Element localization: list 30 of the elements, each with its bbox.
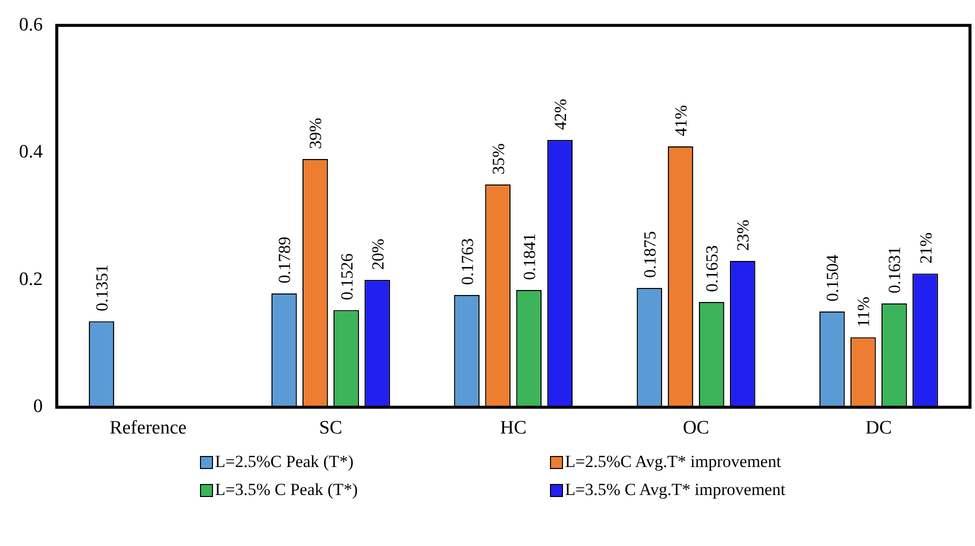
data-label: 35%: [488, 143, 508, 174]
legend-label: L=2.5%C Avg.T* improvement: [565, 452, 782, 472]
data-label: 0.1789: [275, 236, 294, 284]
data-label: 39%: [306, 118, 326, 150]
data-label: 0.1841: [520, 233, 539, 280]
x-tick-label: HC: [500, 418, 527, 439]
data-label: 11%: [854, 296, 874, 328]
y-tick-label: 0.4: [19, 142, 44, 163]
legend-label: L=3.5% C Peak (T*): [215, 480, 358, 500]
y-tick-label: 0: [33, 396, 43, 418]
data-label: 42%: [550, 98, 570, 130]
data-label: 0.1763: [458, 238, 477, 286]
data-label: 0.1504: [823, 254, 842, 302]
data-label: 0.1526: [337, 253, 356, 300]
x-tick-label: Reference: [110, 418, 187, 439]
x-tick-label: DC: [865, 418, 892, 439]
x-tick-label: SC: [319, 418, 342, 439]
data-label: 23%: [734, 220, 753, 251]
data-label: 21%: [916, 232, 936, 264]
legend-label: L=3.5% C Avg.T* improvement: [565, 480, 786, 500]
data-label: 0.1875: [640, 231, 660, 278]
legend-label: L=2.5%C Peak (T*): [215, 452, 354, 472]
y-tick-label: 0.2: [19, 268, 43, 290]
data-label: 0.1631: [885, 246, 904, 294]
y-tick-label: 0.6: [19, 14, 43, 36]
data-label: 41%: [672, 105, 690, 136]
data-label: 0.1351: [92, 264, 112, 312]
x-tick-label: OC: [682, 418, 710, 439]
data-label: 20%: [368, 238, 388, 270]
data-label: 0.1653: [702, 245, 722, 292]
